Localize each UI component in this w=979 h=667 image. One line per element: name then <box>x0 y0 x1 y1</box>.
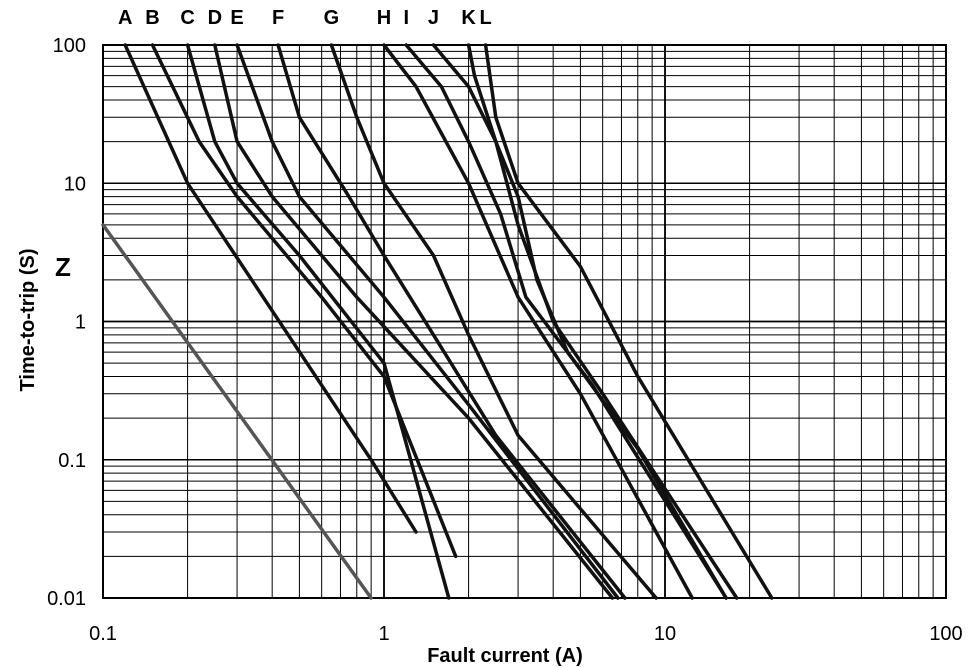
curve-j <box>431 43 739 600</box>
curve-k <box>466 43 728 600</box>
curve-h <box>382 43 694 600</box>
x-tick-label: 100 <box>929 623 962 645</box>
curve-z <box>101 223 373 600</box>
y-axis-title: Time-to-trip (S) <box>17 249 39 392</box>
curve-l <box>483 43 774 600</box>
series-label-d: D <box>208 7 222 29</box>
series-label-b: B <box>145 7 159 29</box>
z-curve-label: Z <box>55 252 71 282</box>
series-label-l: L <box>480 7 492 29</box>
series-label-j: J <box>428 7 439 29</box>
y-tick-label: 100 <box>53 35 86 57</box>
x-axis-title: Fault current (A) <box>427 645 583 667</box>
series-label-f: F <box>272 7 284 29</box>
series-label-k: K <box>461 7 476 29</box>
curves <box>101 43 774 600</box>
curve-a <box>123 43 418 534</box>
curve-g <box>329 43 658 600</box>
curve-f <box>276 43 627 600</box>
x-tick-label: 1 <box>378 623 389 645</box>
series-label-c: C <box>180 7 194 29</box>
plot-frame <box>102 44 947 599</box>
series-label-h: H <box>377 7 391 29</box>
series-label-a: A <box>118 7 132 29</box>
y-tick-label: 1 <box>75 312 86 334</box>
grid <box>102 44 947 599</box>
y-tick-label: 0.01 <box>47 588 86 610</box>
curve-c <box>185 43 451 600</box>
series-label-g: G <box>324 7 340 29</box>
series-label-i: I <box>403 7 409 29</box>
x-tick-label: 10 <box>654 623 676 645</box>
curve-d <box>213 43 615 600</box>
y-tick-label: 0.1 <box>58 450 86 472</box>
y-tick-label: 10 <box>64 173 86 195</box>
series-label-e: E <box>230 7 243 29</box>
curve-e <box>235 43 620 600</box>
x-tick-label: 0.1 <box>89 623 117 645</box>
